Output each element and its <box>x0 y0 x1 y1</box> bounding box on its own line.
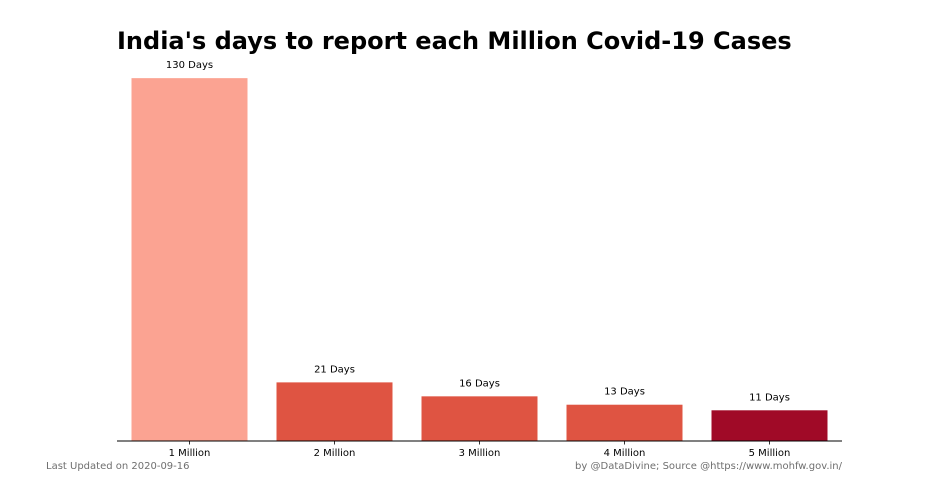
x-tick-label-1: 1 Million <box>169 448 211 459</box>
bar-value-label-2: 21 Days <box>314 364 355 375</box>
x-tick-label-4: 4 Million <box>604 448 646 459</box>
bar-value-label-4: 13 Days <box>604 387 645 398</box>
bar-3 <box>421 396 538 441</box>
x-tick-label-3: 3 Million <box>459 448 501 459</box>
x-tick-label-5: 5 Million <box>749 448 791 459</box>
bar-value-label-5: 11 Days <box>749 392 790 403</box>
chart-title: India's days to report each Million Covi… <box>117 27 792 55</box>
bar-5 <box>711 410 828 441</box>
source-credit-note: by @DataDivine; Source @https://www.mohf… <box>575 461 842 472</box>
bar-4 <box>566 404 683 441</box>
bar-1 <box>131 78 248 441</box>
bar-value-label-1: 130 Days <box>166 60 213 71</box>
x-tick-labels-group: 1 Million 2 Million 3 Million 4 Million 5 Mi… <box>169 441 791 459</box>
bar-value-label-3: 16 Days <box>459 378 500 389</box>
last-updated-note: Last Updated on 2020-09-16 <box>46 461 190 472</box>
bar-2 <box>276 382 393 441</box>
x-tick-label-2: 2 Million <box>314 448 356 459</box>
value-labels-group: 130 Days 21 Days 16 Days 13 Days 11 Days <box>166 60 790 403</box>
bars-group <box>131 78 828 441</box>
